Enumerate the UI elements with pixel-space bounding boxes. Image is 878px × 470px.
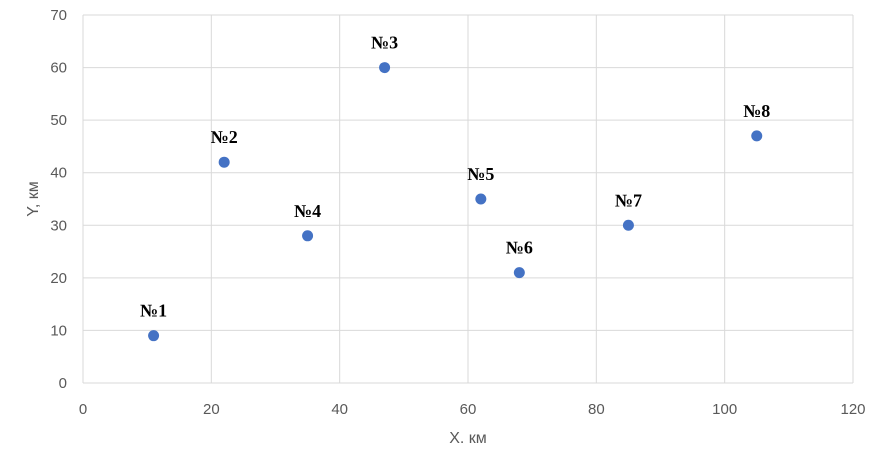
data-label: №3 bbox=[371, 33, 398, 53]
data-label: №5 bbox=[467, 164, 494, 184]
data-label: №7 bbox=[615, 190, 642, 210]
y-tick-label: 60 bbox=[50, 60, 67, 77]
data-point bbox=[302, 230, 314, 242]
tick-labels: 0 20 40 60 80 100 120 0 10 20 30 40 50 60 70 bbox=[50, 7, 865, 418]
data-point bbox=[379, 62, 391, 74]
y-tick-label: 70 bbox=[50, 7, 67, 24]
data-label: №1 bbox=[140, 301, 167, 321]
data-points bbox=[148, 62, 763, 342]
x-tick-label: 20 bbox=[203, 401, 220, 418]
data-label: №8 bbox=[743, 101, 770, 121]
data-label: №4 bbox=[294, 201, 321, 221]
data-label: №2 bbox=[211, 127, 238, 147]
x-tick-label: 100 bbox=[712, 401, 737, 418]
data-point bbox=[622, 219, 634, 231]
y-axis-title: Y, км bbox=[25, 181, 42, 217]
grid bbox=[82, 14, 854, 384]
y-tick-label: 0 bbox=[59, 375, 67, 392]
x-tick-label: 120 bbox=[840, 401, 865, 418]
x-tick-label: 0 bbox=[79, 401, 87, 418]
y-tick-label: 50 bbox=[50, 112, 67, 129]
y-tick-label: 30 bbox=[50, 217, 67, 234]
data-labels: №1 №2 №3 №4 №5 №6 №7 №8 bbox=[140, 33, 770, 321]
x-axis-title: X. км bbox=[449, 430, 487, 447]
x-tick-label: 80 bbox=[588, 401, 605, 418]
x-tick-label: 40 bbox=[331, 401, 348, 418]
data-point bbox=[513, 267, 525, 279]
data-label: №6 bbox=[506, 238, 533, 258]
x-tick-label: 60 bbox=[460, 401, 477, 418]
data-point bbox=[218, 156, 230, 168]
data-point bbox=[148, 330, 160, 342]
y-tick-label: 20 bbox=[50, 270, 67, 287]
y-tick-label: 40 bbox=[50, 165, 67, 182]
data-point bbox=[751, 130, 763, 142]
data-point bbox=[475, 193, 487, 205]
y-tick-label: 10 bbox=[50, 322, 67, 339]
